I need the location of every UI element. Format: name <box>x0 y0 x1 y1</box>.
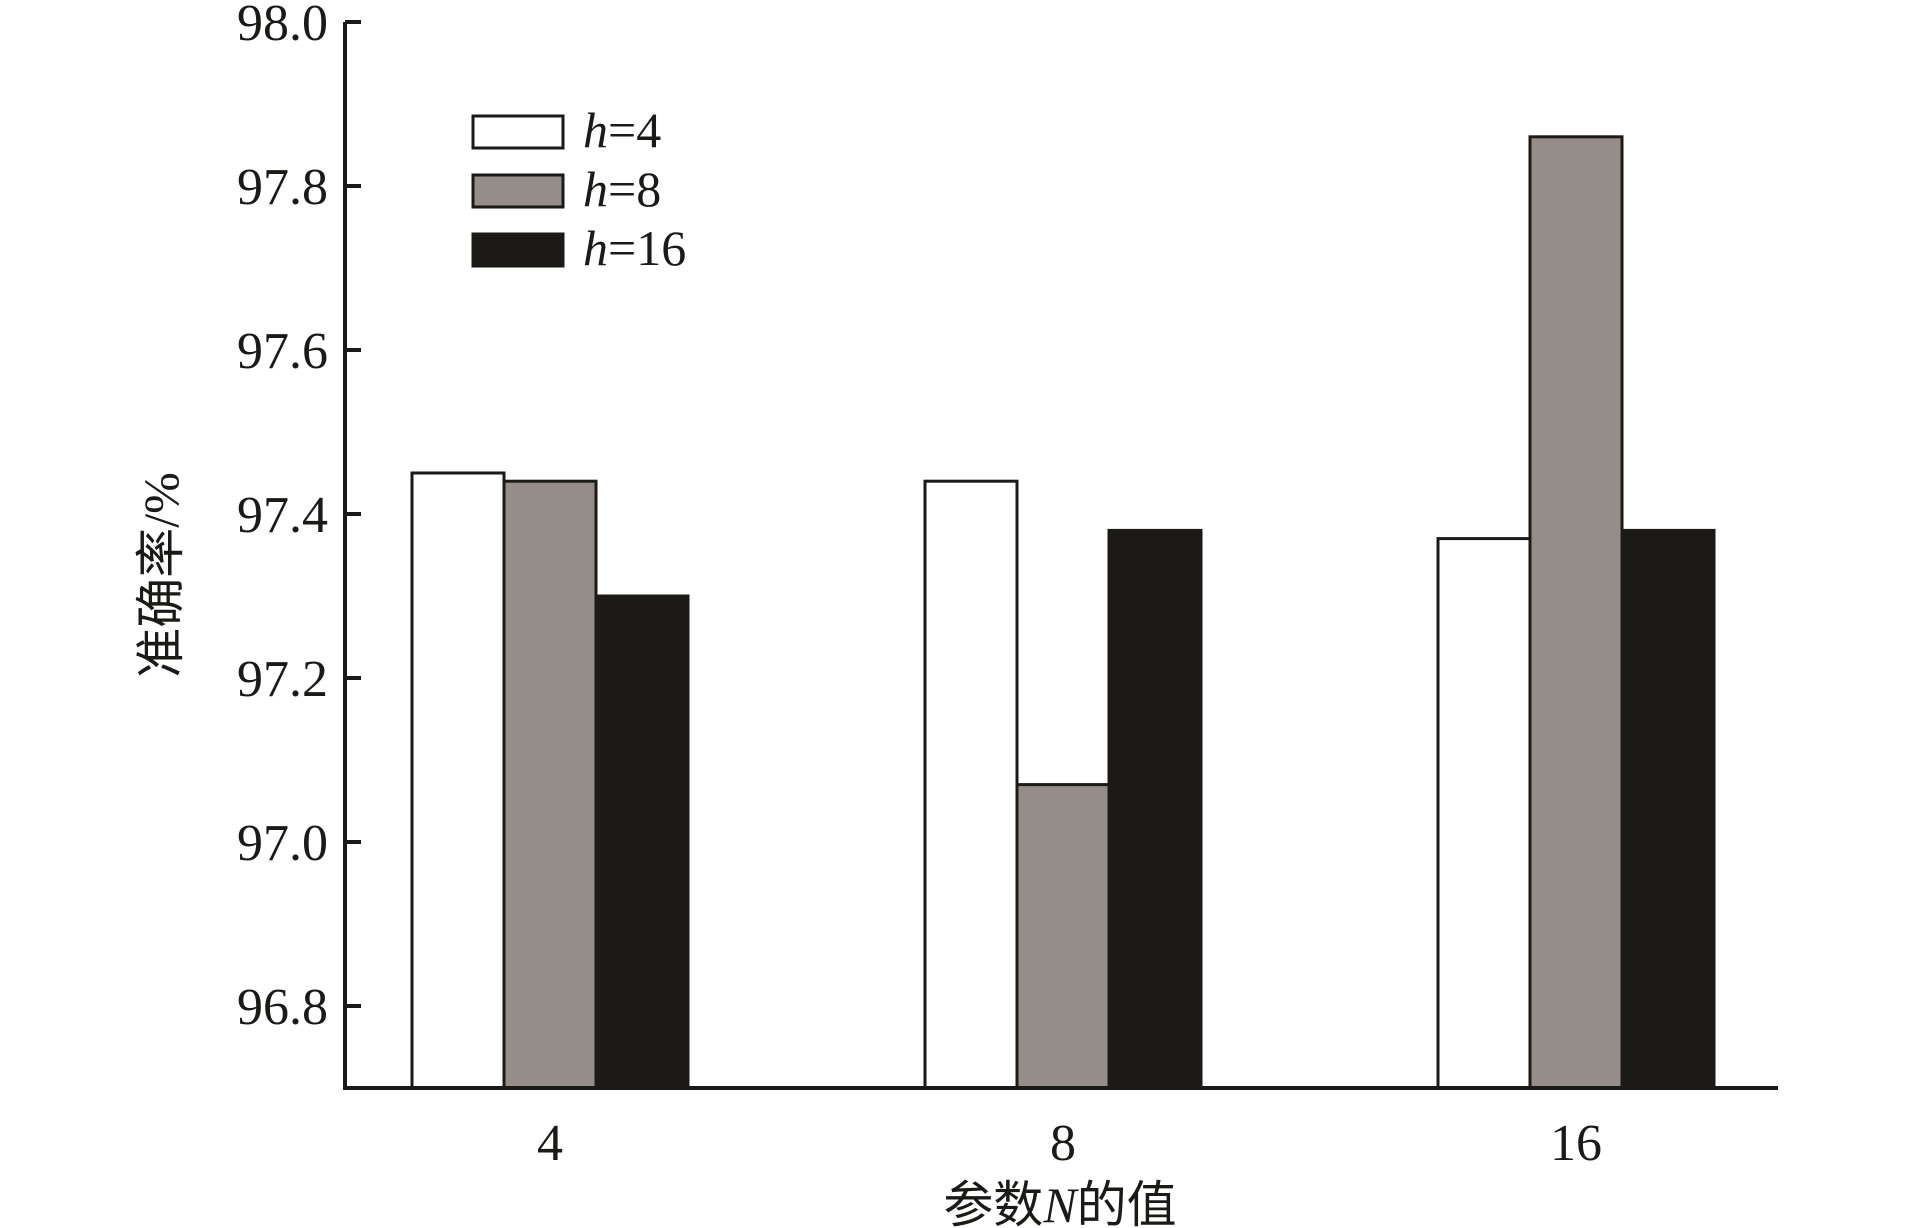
y-tick-label: 98.0 <box>237 0 328 52</box>
legend-label: h=4 <box>583 102 661 158</box>
x-ticks-layer: 4 8 16 <box>537 1115 1602 1172</box>
y-tick-label: 97.2 <box>237 651 328 708</box>
y-tick-label: 96.8 <box>237 979 328 1036</box>
legend: h=4h=8h=16 <box>471 102 686 276</box>
x-axis-title-suffix: 的值 <box>1077 1177 1177 1228</box>
y-ticks-layer: 96.8 97.0 97.2 97.4 97.6 97.8 98.0 <box>237 0 361 1036</box>
y-axis-title: 准确率/% <box>133 472 189 678</box>
x-axis-title-prefix: 参数 <box>943 1177 1043 1228</box>
bar-h-4-n-8 <box>923 479 1019 1090</box>
legend-variable: h <box>583 161 608 217</box>
legend-label: h=8 <box>583 161 661 217</box>
legend-value: =8 <box>608 161 661 217</box>
legend-variable: h <box>583 220 608 276</box>
legend-value: =4 <box>608 102 661 158</box>
bar-h-8-n-16 <box>1528 135 1624 1090</box>
bar-h-16-n-16 <box>1620 528 1716 1090</box>
bars-layer <box>410 135 1716 1090</box>
bar-h-8-n-8 <box>1015 783 1111 1090</box>
x-tick-label: 8 <box>1050 1115 1076 1172</box>
y-tick-label: 97.6 <box>237 323 328 380</box>
x-tick-label: 4 <box>537 1115 563 1172</box>
legend-value: =16 <box>608 220 686 276</box>
legend-swatch <box>471 232 565 268</box>
bar-h-16-n-8 <box>1107 528 1203 1090</box>
x-axis-title-variable: N <box>1042 1177 1079 1228</box>
bar-h-4-n-16 <box>1436 537 1532 1090</box>
x-tick-label: 16 <box>1550 1115 1602 1172</box>
bar-h-4-n-4 <box>410 471 506 1090</box>
y-tick-label: 97.8 <box>237 159 328 216</box>
y-tick-label: 97.4 <box>237 487 328 544</box>
x-axis-title: 参数N的值 <box>943 1177 1176 1228</box>
legend-variable: h <box>583 102 608 158</box>
bar-h-8-n-4 <box>502 479 598 1090</box>
legend-swatch <box>471 114 565 150</box>
legend-swatch <box>471 173 565 209</box>
y-tick-label: 97.0 <box>237 815 328 872</box>
bar-h-16-n-4 <box>594 594 690 1090</box>
legend-label: h=16 <box>583 220 686 276</box>
